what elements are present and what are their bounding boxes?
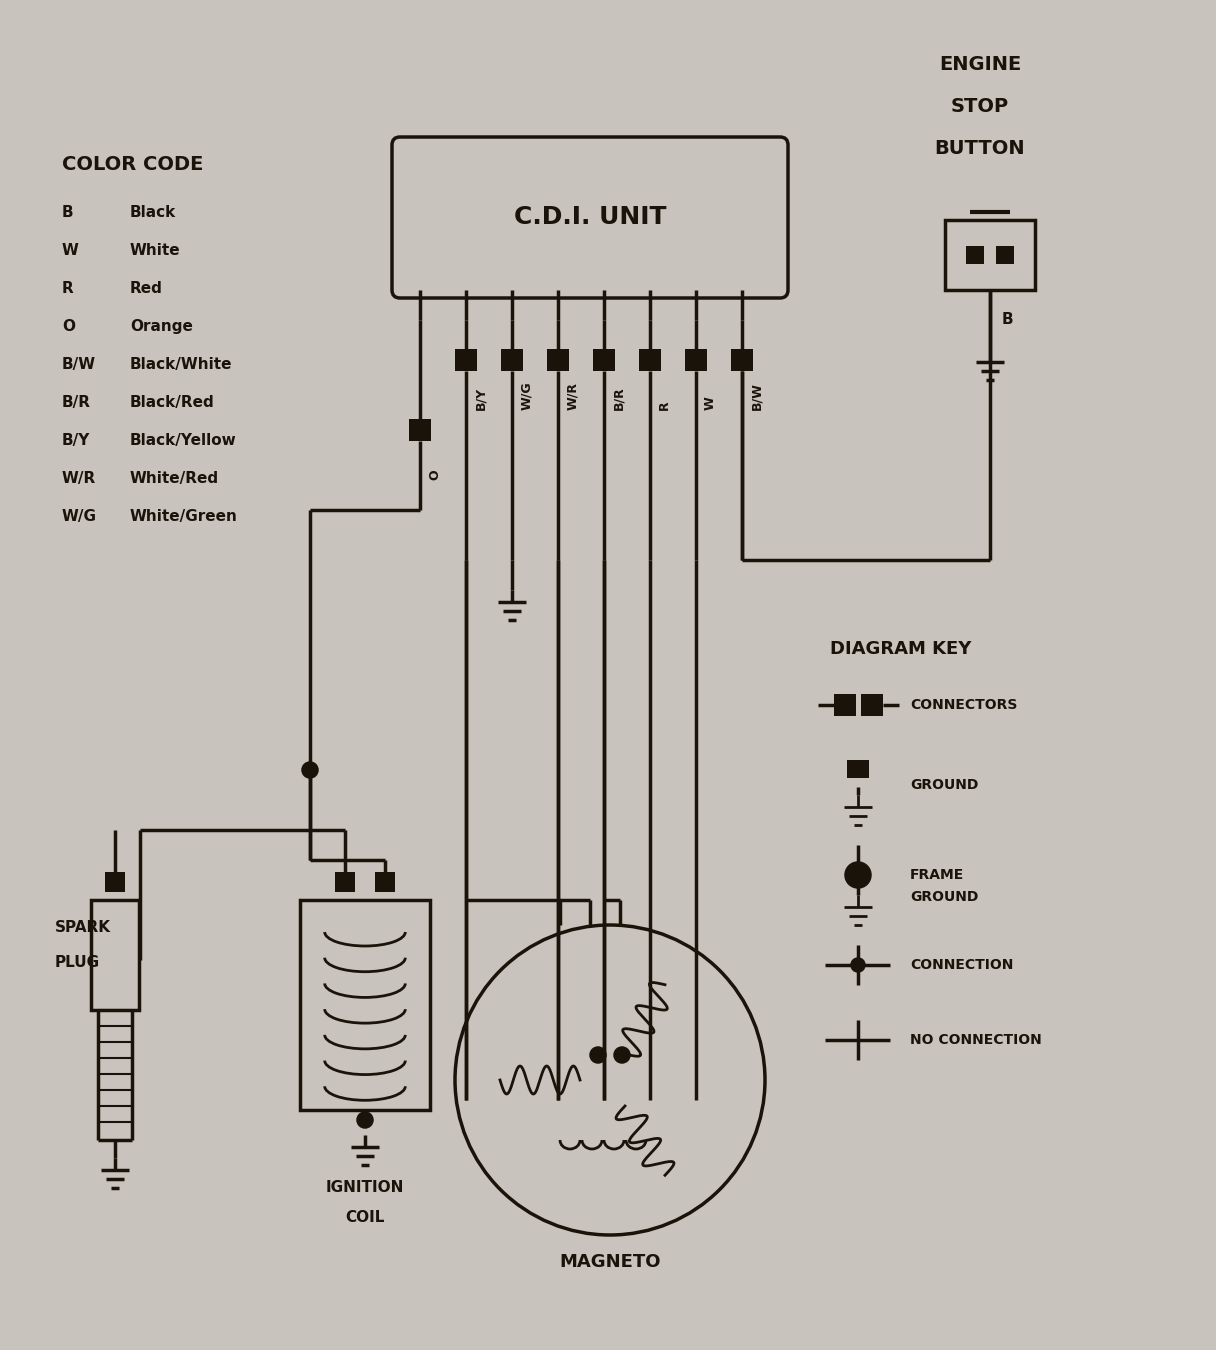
Bar [300,900,430,1110]
Circle shape [358,1112,372,1127]
Bar [334,872,355,892]
Text: Red: Red [130,281,163,296]
Bar [834,694,856,716]
Text: O: O [62,319,75,333]
Text: White: White [130,243,181,258]
Text: B/W: B/W [62,356,96,373]
Text: B: B [1002,312,1014,328]
Text: COLOR CODE: COLOR CODE [62,155,203,174]
Text: Black/Yellow: Black/Yellow [130,433,237,448]
Text: W/G: W/G [62,509,97,524]
Circle shape [455,925,765,1235]
Bar [861,694,883,716]
Text: COIL: COIL [345,1210,384,1224]
Text: B/R: B/R [62,396,91,410]
Text: B/R: B/R [612,386,625,410]
Bar [375,872,395,892]
Circle shape [591,1048,606,1062]
Text: B: B [62,205,74,220]
Text: Orange: Orange [130,319,193,333]
Text: FRAME: FRAME [910,868,964,882]
Bar [996,246,1014,265]
Text: B/W: B/W [750,382,762,410]
Text: NO CONNECTION: NO CONNECTION [910,1033,1042,1048]
Text: B/Y: B/Y [62,433,90,448]
Text: B/Y: B/Y [474,387,486,410]
Text: W/G: W/G [520,382,533,410]
Bar [848,760,869,778]
Text: C.D.I. UNIT: C.D.I. UNIT [513,205,666,230]
Bar [731,350,753,371]
Bar [455,350,477,371]
Text: SPARK: SPARK [55,919,111,936]
Text: DIAGRAM KEY: DIAGRAM KEY [831,640,972,657]
Text: PLUG: PLUG [55,954,100,971]
Bar [501,350,523,371]
Text: GROUND: GROUND [910,778,979,792]
Text: White/Green: White/Green [130,509,238,524]
Text: White/Red: White/Red [130,471,219,486]
Bar [966,246,984,265]
Text: STOP: STOP [951,97,1009,116]
Text: W/R: W/R [62,471,96,486]
Text: R: R [658,401,671,410]
Bar [547,350,569,371]
Circle shape [303,763,317,778]
FancyBboxPatch shape [392,136,788,298]
Text: BUTTON: BUTTON [935,139,1025,158]
Bar [593,350,615,371]
Text: ENGINE: ENGINE [939,55,1021,74]
Text: MAGNETO: MAGNETO [559,1253,660,1270]
Text: CONNECTION: CONNECTION [910,958,1013,972]
Text: Black/Red: Black/Red [130,396,215,410]
Text: W: W [704,397,717,410]
Text: R: R [62,281,74,296]
Text: IGNITION: IGNITION [326,1180,404,1195]
Bar [91,900,139,1010]
Bar [409,418,430,441]
Text: Black: Black [130,205,176,220]
Text: W: W [62,243,79,258]
Text: CONNECTORS: CONNECTORS [910,698,1018,711]
Text: O: O [428,470,441,481]
Circle shape [615,1048,629,1062]
Bar [685,350,706,371]
Text: W/R: W/R [565,382,579,410]
Bar [638,350,662,371]
Circle shape [852,958,865,971]
Bar [945,220,1035,290]
Circle shape [846,863,869,887]
Text: GROUND: GROUND [910,890,979,905]
Bar [105,872,125,892]
Text: Black/White: Black/White [130,356,232,373]
